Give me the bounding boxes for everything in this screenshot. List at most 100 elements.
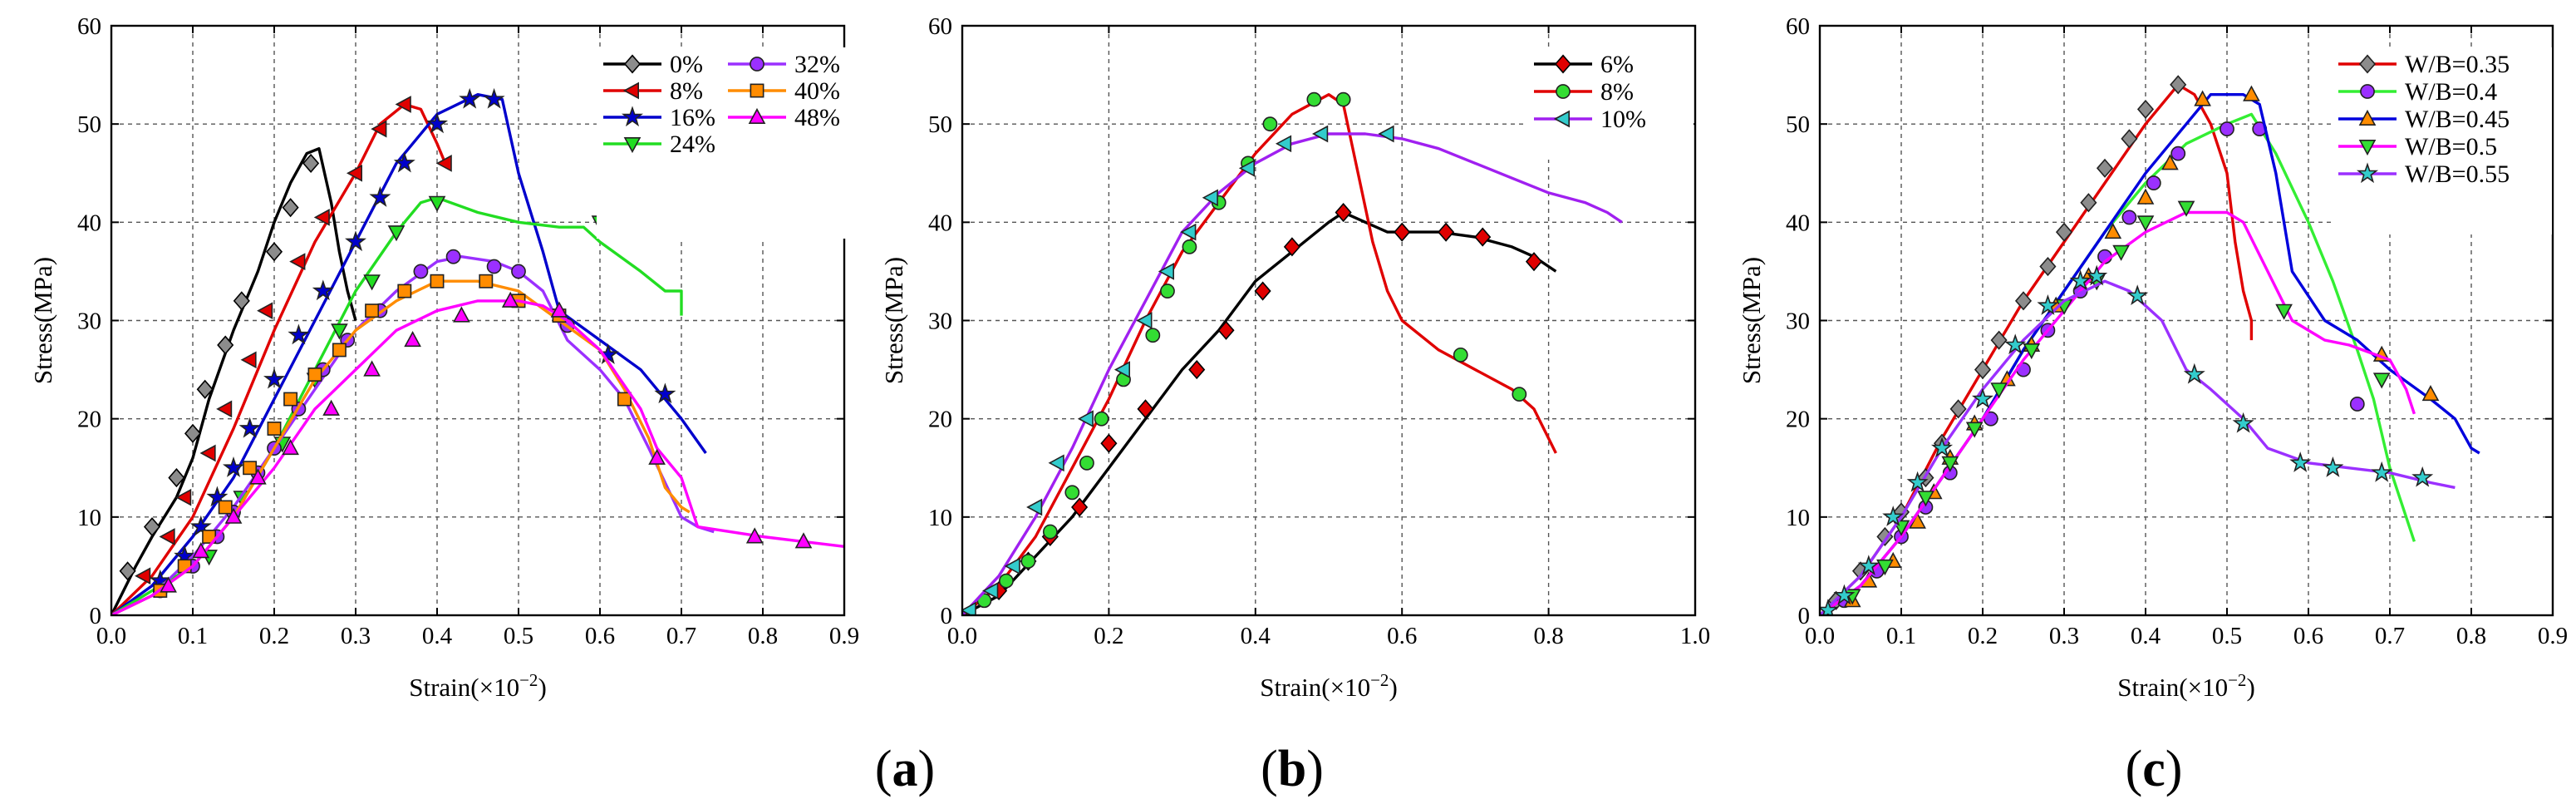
data-point xyxy=(238,417,261,438)
data-point xyxy=(1378,125,1394,143)
data-point xyxy=(2194,90,2211,106)
y-tick-label: 30 xyxy=(1786,308,1810,335)
data-point xyxy=(1438,222,1455,242)
data-point xyxy=(1971,387,1994,409)
data-point xyxy=(2421,385,2440,402)
data-point xyxy=(2136,99,2155,120)
legend-label: 40% xyxy=(794,77,840,105)
data-point xyxy=(2289,451,2312,472)
x-tick-label: 0.0 xyxy=(1805,623,1835,649)
legend-label: 8% xyxy=(670,77,703,105)
x-tick-label: 0.5 xyxy=(2212,623,2242,649)
data-point xyxy=(1917,491,1934,507)
series-W/B=0.55 xyxy=(1820,264,2456,615)
legend-label: W/B=0.4 xyxy=(2405,78,2497,106)
data-point xyxy=(363,360,381,377)
data-point xyxy=(119,561,136,581)
legend-marker xyxy=(622,81,639,100)
data-point xyxy=(2146,175,2161,190)
y-tick-label: 10 xyxy=(928,505,952,531)
data-point xyxy=(2371,461,2393,482)
y-axis-label: Stress(MPa) xyxy=(1737,257,1766,384)
data-point xyxy=(1026,498,1043,516)
data-point xyxy=(1217,320,1235,340)
x-tick-label: 0.2 xyxy=(1968,623,1998,649)
y-tick-label: 30 xyxy=(77,308,101,335)
legend-marker xyxy=(2358,54,2377,74)
data-point xyxy=(2177,200,2195,217)
legend-marker xyxy=(2360,84,2375,99)
legend-item: 32% xyxy=(728,51,840,78)
data-point xyxy=(1077,410,1094,428)
ticks: 0.0 0.1 0.2 0.3 0.4 0.5 0.6 0.7 0.8 0.9 0 10 20 30 40 5… xyxy=(1786,13,2568,649)
x-tick-label: 0.4 xyxy=(422,623,453,649)
ticks: 0.0 0.1 0.2 0.3 0.4 0.5 0.6 0.7 0.8 0.9 0 10 20 30 40 5… xyxy=(77,13,859,649)
data-point xyxy=(217,335,234,355)
legend-marker xyxy=(2358,109,2377,126)
data-point xyxy=(2322,456,2344,477)
data-point xyxy=(428,195,446,212)
data-point xyxy=(240,351,257,369)
legend-item: 6% xyxy=(1534,51,1634,78)
data-point xyxy=(218,500,233,515)
x-tick-label: 0.4 xyxy=(1241,623,1271,649)
data-point xyxy=(1137,399,1154,419)
series-line xyxy=(962,132,1623,615)
data-point xyxy=(1335,202,1352,223)
legend-marker xyxy=(2358,140,2377,156)
y-tick-label: 40 xyxy=(1786,210,1810,236)
data-point xyxy=(2096,158,2114,178)
data-point xyxy=(1145,328,1161,343)
data-point xyxy=(1262,116,1278,132)
data-point xyxy=(1525,252,1543,272)
data-point xyxy=(184,423,202,443)
series-16% xyxy=(111,87,707,615)
legend-label: 24% xyxy=(670,131,715,158)
x-tick-label: 0.5 xyxy=(504,623,533,649)
x-tick-label: 1.0 xyxy=(1680,623,1710,649)
data-point xyxy=(371,120,387,138)
data-point xyxy=(265,242,283,262)
legend-marker xyxy=(748,107,766,124)
series-8% xyxy=(962,91,1557,615)
legend-item: 10% xyxy=(1534,106,1646,133)
y-tick-label: 0 xyxy=(941,603,953,629)
series-0% xyxy=(111,147,357,615)
legend-item: W/B=0.55 xyxy=(2338,160,2510,188)
legend-label: 8% xyxy=(1600,78,1634,106)
legend-marker xyxy=(1553,110,1570,128)
data-point xyxy=(196,379,214,399)
data-point xyxy=(302,153,320,174)
legend-background xyxy=(1527,47,1694,160)
data-point xyxy=(1180,223,1197,241)
legend-item: 8% xyxy=(603,77,703,105)
legend-label: 10% xyxy=(1600,106,1646,133)
data-point xyxy=(1453,347,1468,363)
data-point xyxy=(175,488,192,506)
data-point xyxy=(365,303,380,318)
x-axis-label: Strain(×10−2) xyxy=(1260,670,1398,702)
y-tick-label: 60 xyxy=(928,13,952,40)
data-point xyxy=(1906,471,1929,492)
data-point xyxy=(192,542,210,559)
data-point xyxy=(2183,363,2205,384)
legend-label: W/B=0.45 xyxy=(2405,106,2510,133)
x-tick-label: 0.0 xyxy=(947,623,977,649)
chart-panel-c: 0.0 0.1 0.2 0.3 0.4 0.5 0.6 0.7 0.8 0.9 0 10 20 30 40 5… xyxy=(1737,13,2568,797)
y-tick-label: 40 xyxy=(928,210,952,236)
y-tick-label: 60 xyxy=(77,13,101,40)
x-axis-label: Strain(×10−2) xyxy=(409,670,547,702)
legend-item: W/B=0.4 xyxy=(2338,78,2497,106)
data-point xyxy=(1113,361,1130,378)
data-point xyxy=(369,185,391,207)
data-point xyxy=(2112,244,2130,261)
x-tick-label: 0.6 xyxy=(585,623,615,649)
legend-item: W/B=0.35 xyxy=(2338,51,2510,78)
x-tick-label: 0.8 xyxy=(748,623,778,649)
data-point xyxy=(345,230,366,252)
legend-label: 32% xyxy=(794,51,840,78)
y-tick-label: 20 xyxy=(1786,407,1810,433)
data-point xyxy=(2170,75,2187,95)
data-point xyxy=(249,468,267,485)
